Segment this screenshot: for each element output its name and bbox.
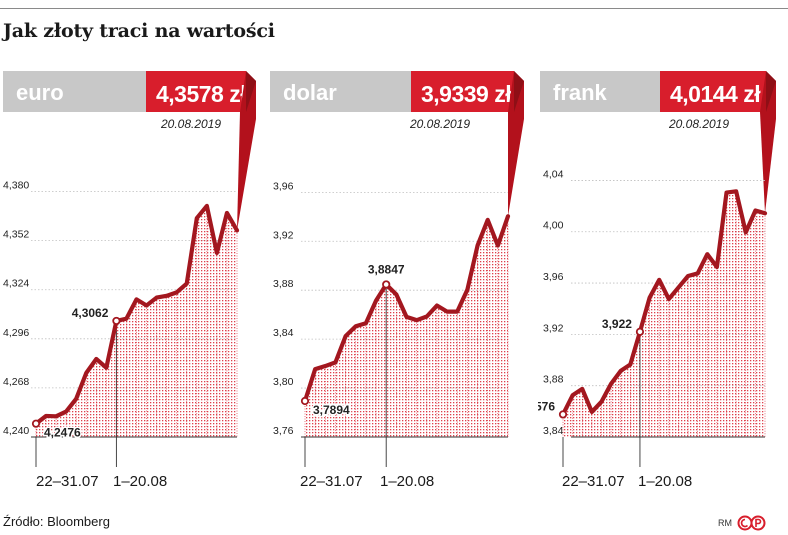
period-label: 22–31.07 [562, 473, 625, 490]
series-line [560, 189, 768, 417]
y-tick-label: 3,88 [273, 278, 294, 290]
rate-pointer-shade [246, 71, 256, 112]
currency-label-bar [3, 71, 146, 112]
annotation-label: 3,8847 [368, 262, 405, 276]
date-label: 20.08.2019 [409, 117, 470, 131]
period-label: 22–31.07 [36, 473, 99, 490]
y-tick-label: 4,240 [3, 425, 29, 437]
y-tick-label: 3,96 [273, 180, 294, 192]
annotation-point [300, 396, 310, 406]
annotation-label: 3,7894 [313, 403, 350, 417]
y-tick-label: 3,84 [543, 425, 564, 437]
y-tick-label: 4,296 [3, 327, 29, 339]
annotation-point [382, 280, 391, 289]
charts-area: euro 4,3578 zł 20.08.2019 4,240 4,268 4,296 4,… [3, 71, 776, 490]
y-tick-label: 3,88 [543, 374, 564, 386]
y-tick-label: 4,352 [3, 229, 29, 241]
rate-value: 3,9339 zł [421, 81, 512, 107]
rate-value: 4,3578 zł [156, 81, 247, 107]
y-tick-label: 3,96 [543, 271, 564, 283]
period-label: 1–20.08 [638, 473, 692, 490]
annotation-label: 4,2476 [44, 426, 81, 440]
chart-dolar: dolar 3,9339 zł 20.08.2019 3,76 3,80 3,84 3,88… [270, 71, 524, 490]
source-label: Źródło: Bloomberg [3, 514, 110, 529]
rate-badge [411, 71, 514, 112]
currency-label: dolar [283, 80, 337, 105]
y-tick-label: 4,380 [3, 180, 29, 192]
annotation-point [558, 410, 568, 419]
rate-pointer [237, 71, 256, 231]
rate-badge [660, 71, 766, 112]
date-label: 20.08.2019 [668, 117, 729, 131]
currency-label: frank [553, 80, 608, 105]
series-line [302, 214, 511, 404]
period-label: 22–31.07 [300, 473, 363, 490]
rate-pointer-shade [766, 71, 776, 112]
rate-value: 4,0144 zł [670, 81, 761, 107]
y-tick-label: 3,80 [273, 376, 294, 388]
credits: RM [718, 514, 767, 532]
chart-frank: frank 4,0144 zł 20.08.2019 3,84 3,88 3,92 3,96… [518, 71, 776, 490]
rate-pointer-shade [514, 71, 524, 112]
polska-press-logo-icon [737, 515, 766, 531]
y-tick-label: 4,00 [543, 220, 564, 232]
y-tick-label: 3,92 [543, 322, 564, 334]
y-tick-label: 3,92 [273, 229, 294, 241]
y-tick-label: 3,76 [273, 425, 294, 437]
y-tick-label: 3,84 [273, 327, 294, 339]
annotation-point [112, 316, 121, 326]
annotation-label: 4,3062 [72, 306, 109, 320]
period-label: 1–20.08 [380, 473, 434, 490]
date-label: 20.08.2019 [160, 117, 221, 131]
y-tick-label: 4,324 [3, 278, 29, 290]
annotation-point [31, 419, 41, 428]
currency-label-bar [270, 71, 411, 112]
page-title: Jak złoty traci na wartości [3, 20, 275, 42]
y-tick-label: 4,268 [3, 376, 29, 388]
area-fill [563, 191, 765, 437]
top-rule [0, 8, 788, 9]
currency-label: euro [16, 80, 64, 105]
series-line [33, 203, 240, 426]
annotation-label: 3,922 [602, 317, 632, 331]
period-label: 1–20.08 [113, 473, 167, 490]
author-initials: RM [718, 518, 732, 528]
rate-pointer [760, 71, 776, 214]
currency-label-bar [540, 71, 660, 112]
rate-badge [146, 71, 246, 112]
chart-euro: euro 4,3578 zł 20.08.2019 4,240 4,268 4,296 4,… [3, 71, 256, 490]
rate-pointer [508, 71, 524, 217]
annotation-point [635, 327, 645, 336]
y-tick-label: 4,04 [543, 168, 564, 180]
annotation-label: 3,8576 [518, 399, 555, 413]
